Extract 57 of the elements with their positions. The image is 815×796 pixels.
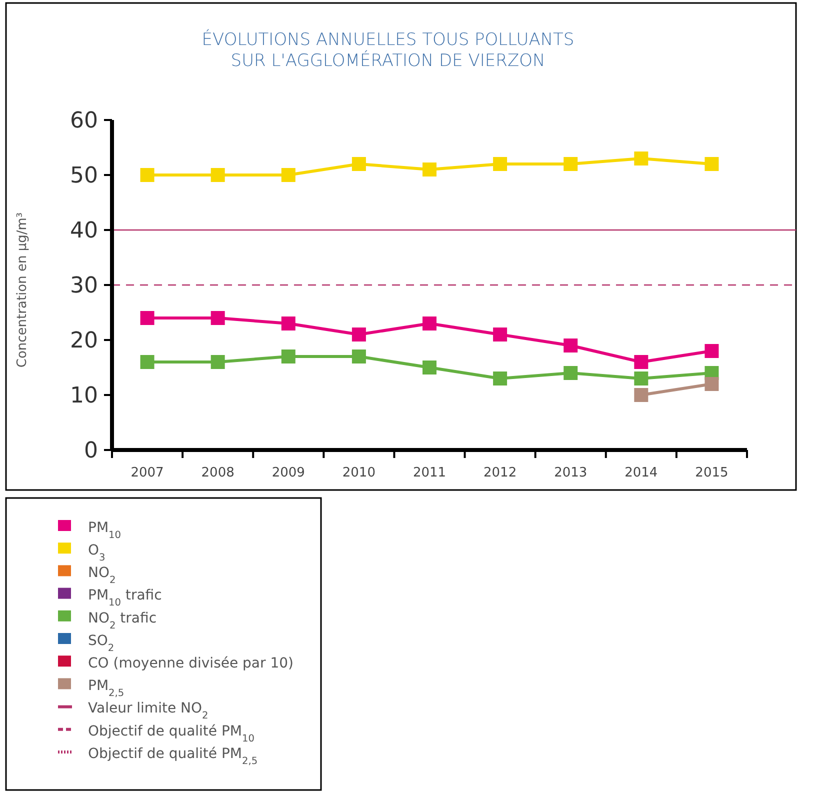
point (634, 372, 648, 386)
point (493, 372, 508, 386)
x-tick-label: 2009 (272, 466, 305, 481)
x-tick-label: 2007 (130, 466, 164, 481)
point (704, 344, 719, 358)
point (704, 377, 719, 391)
point (634, 388, 648, 402)
point (140, 168, 154, 182)
x-tick-label: 2011 (412, 466, 446, 481)
point (281, 316, 296, 330)
point (422, 316, 436, 330)
legend-label: SO$_{2}$ (88, 632, 114, 654)
y-axis-title: Concentration en µg/m³ (15, 212, 30, 368)
legend-label: PM$_{2,5}$ (88, 678, 124, 699)
legend-label: Objectif de qualité PM$_{10}$ (88, 723, 254, 744)
point (281, 350, 296, 364)
point (352, 157, 366, 171)
legend-label: NO$_{2}$ (88, 565, 116, 586)
point (634, 355, 648, 369)
point (352, 350, 366, 364)
x-tick-label: 2014 (624, 466, 658, 481)
legend-label: O$_{3}$ (88, 542, 106, 563)
legend-label: PM$_{10}$ (88, 520, 121, 540)
text: Objectif de qualité PM$_{2,5}$ (88, 746, 258, 766)
point (564, 366, 578, 380)
legend-label: Valeur limite NO$_{2}$ (88, 700, 208, 722)
point (422, 360, 436, 374)
x-tick-label: 2015 (695, 466, 728, 481)
x-tick-label: 2012 (484, 466, 517, 481)
y-tick-label: 10 (70, 384, 98, 409)
point (704, 157, 719, 171)
x-tick-label: 2013 (554, 466, 588, 481)
legend-label: PM$_{10}$ trafic (88, 588, 162, 608)
y-tick-label: 20 (70, 328, 98, 354)
point (352, 328, 366, 342)
point (140, 355, 154, 369)
legend-label: NO$_{2}$ trafic (88, 610, 157, 631)
point (210, 355, 225, 369)
y-tick-label: 0 (84, 438, 98, 464)
point (210, 311, 225, 325)
y-tick-label: 50 (70, 164, 98, 189)
point (281, 168, 296, 182)
x-tick-label: 2010 (342, 466, 376, 481)
point (634, 152, 648, 166)
y-tick-label: 30 (70, 274, 98, 299)
point (564, 157, 578, 171)
legend-label: CO (moyenne divisée par 10) (88, 656, 294, 672)
chart-title: ÉVOLUTIONS ANNUELLES TOUS POLLUANTS SUR L'AGGLOMÉRATION DE VIERZON (202, 29, 574, 71)
x-tick-label: 2008 (201, 466, 234, 481)
point (422, 162, 436, 176)
point (493, 328, 508, 342)
y-tick-label: 60 (70, 108, 98, 134)
point (564, 338, 578, 352)
point (140, 311, 154, 325)
y-tick-label: 40 (70, 218, 98, 244)
point (493, 157, 508, 171)
point (210, 168, 225, 182)
